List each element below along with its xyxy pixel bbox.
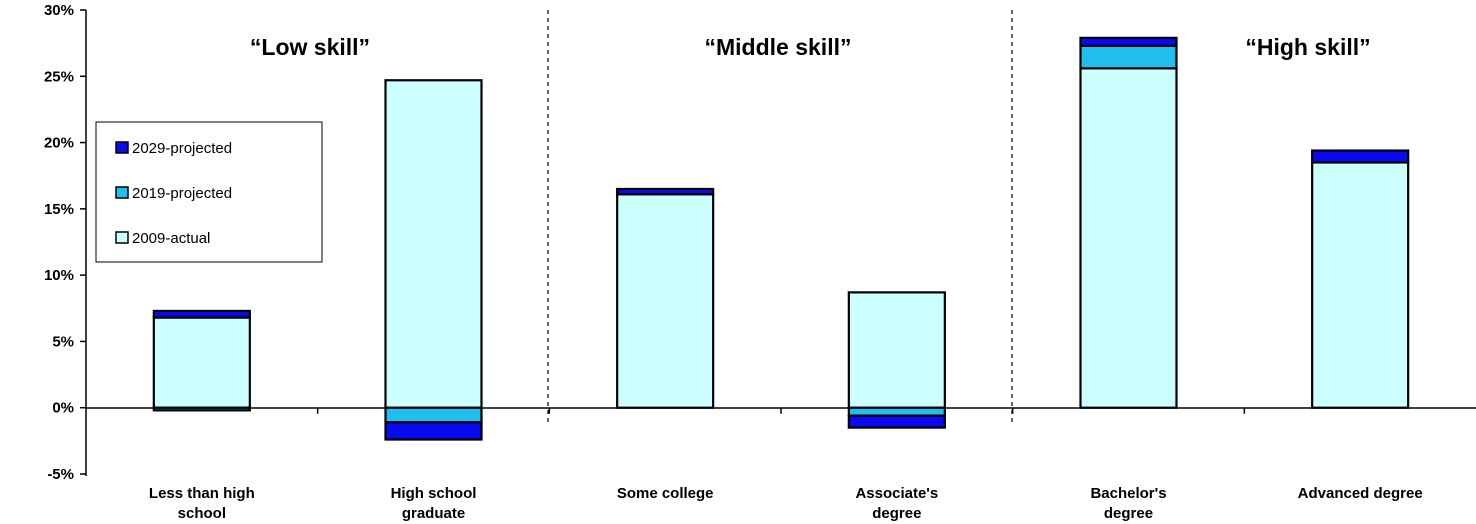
group-label-low-skill: “Low skill” [250,34,370,60]
x-category-label: school [178,505,226,522]
group-label-middle-skill: “Middle skill” [705,34,852,60]
legend-label: 2019-projected [132,185,232,202]
bar-segment-2009-actual [1079,67,1178,409]
y-tick-label: 30% [44,2,74,19]
bar-segment-2029-projected [616,187,715,196]
bar-segment-2029-projected [152,309,251,319]
bar-segment-2009-actual [1311,161,1410,409]
bar-segment-2029-projected [847,414,946,429]
group-label-high-skill: “High skill” [1245,34,1370,60]
bar-segment-2009-actual [384,79,483,409]
x-category-label: Bachelor's [1090,485,1166,502]
x-category-label: Some college [617,485,714,502]
bar-segment-2029-projected [384,421,483,441]
legend-label: 2009-actual [132,230,210,247]
x-category-label: Associate's [855,485,938,502]
x-category-label: Less than high [149,485,255,502]
x-category-label: degree [1104,505,1153,522]
y-tick-label: 10% [44,267,74,284]
y-tick-label: 25% [44,68,74,85]
x-category-label: High school [391,485,477,502]
y-tick-label: 0% [52,400,74,417]
legend-items: 2029-projected 2019-projected 2009-actual [115,140,232,247]
legend-swatch [115,141,129,154]
y-axis: -5% 0% 5% 10% 15% 20% 25% 30% [44,2,86,483]
legend-box [95,121,323,263]
x-category-label: Advanced degree [1298,485,1423,502]
bar-segment-2009-actual [152,316,251,409]
y-tick-label: -5% [47,466,74,483]
bar-segment-2029-projected [1311,149,1410,164]
x-category-label: graduate [402,505,465,522]
y-tick-label: 15% [44,201,74,218]
legend: 2029-projected 2019-projected 2009-actual [95,121,323,263]
legend-swatch [115,231,129,244]
x-category-label: degree [872,505,921,522]
x-axis: Less than high school High school graduate S… [149,407,1423,522]
bar-segment-2019-projected [847,406,946,417]
bar-segment-2019-projected [1079,44,1178,70]
bars-layer [152,36,1410,441]
bar-segment-2009-actual [616,193,715,409]
y-tick-label: 20% [44,135,74,152]
bar-segment-2029-projected [1079,36,1178,47]
bar-segment-2009-actual [847,291,946,409]
legend-swatch [115,186,129,199]
legend-label: 2029-projected [132,140,232,157]
y-tick-label: 5% [52,333,74,350]
bar-segment-2019-projected [384,406,483,424]
